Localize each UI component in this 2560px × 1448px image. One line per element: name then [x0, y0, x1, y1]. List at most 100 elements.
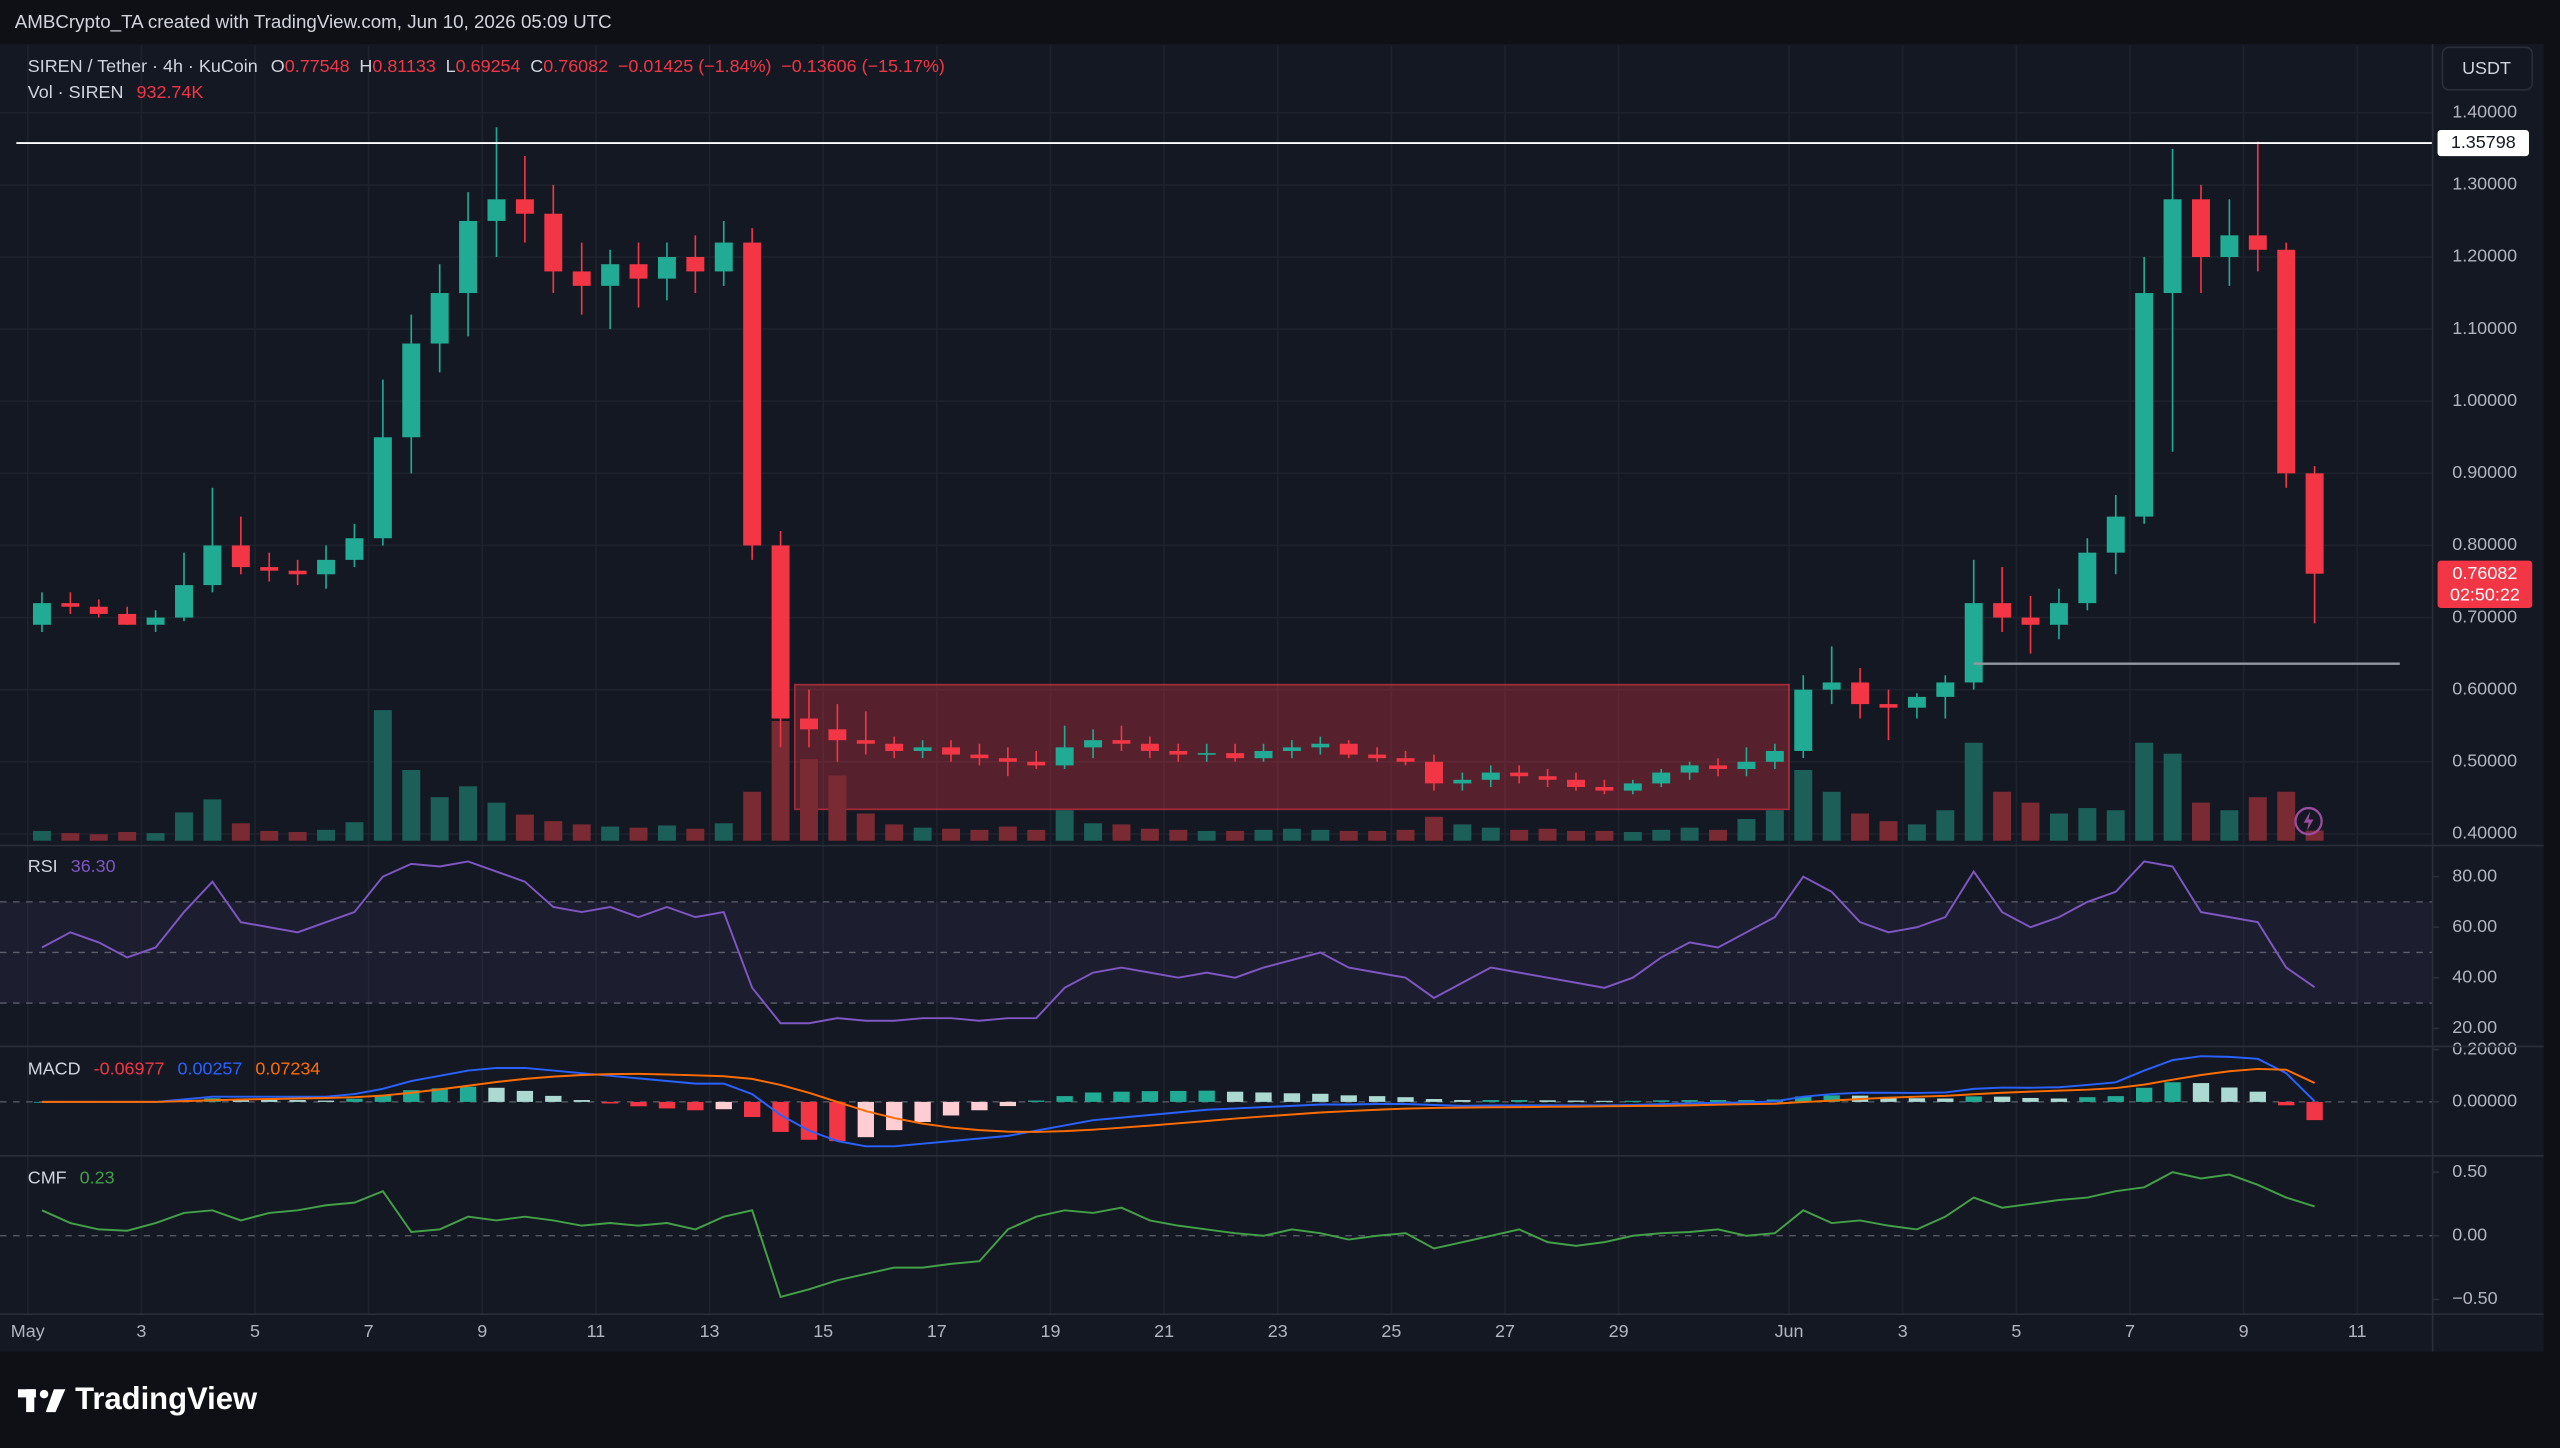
histogram-bar: [1880, 1096, 1897, 1102]
legend-value: 0.81133: [372, 56, 436, 76]
volume-bar: [317, 829, 336, 841]
volume-bar: [402, 769, 421, 841]
histogram-bar: [459, 1086, 477, 1102]
x-tick-label: 5: [250, 1321, 260, 1341]
histogram-bar: [857, 1101, 874, 1138]
candle-body: [1424, 761, 1443, 784]
histogram-bar: [1255, 1092, 1272, 1102]
histogram-bar: [1511, 1100, 1528, 1102]
y-tick-label: 0.50000: [2452, 751, 2517, 771]
candle-body: [2220, 235, 2239, 257]
histogram-bar: [829, 1101, 846, 1142]
volume-bar: [1993, 791, 2012, 841]
histogram-bar: [1170, 1090, 1187, 1102]
histogram-bar: [431, 1088, 448, 1102]
level-label: 1.35798: [2451, 132, 2516, 152]
volume-bar: [601, 826, 620, 841]
histogram-bar: [744, 1101, 761, 1118]
histogram-bar: [1567, 1100, 1585, 1102]
candle-body: [487, 199, 506, 221]
histogram-bar: [999, 1101, 1016, 1107]
candle-body: [1140, 743, 1159, 751]
volume-bar: [175, 812, 193, 841]
currency-button-label[interactable]: USDT: [2462, 58, 2511, 78]
alert-icon-bolt[interactable]: [2303, 811, 2314, 831]
x-tick-label: May: [11, 1321, 45, 1341]
y-tick-label: 0.00000: [2452, 1091, 2517, 1111]
candle-body: [1907, 696, 1926, 708]
signal-value: 0.07234: [255, 1058, 320, 1078]
volume-bar: [118, 832, 137, 841]
candle-body: [459, 220, 478, 294]
y-tick-label: 0.50: [2452, 1161, 2487, 1181]
y-tick-label: 0.70000: [2452, 606, 2517, 626]
volume-bar: [686, 828, 705, 841]
volume-bar: [345, 822, 364, 841]
histogram-bar: [1937, 1098, 1954, 1102]
candle-body: [118, 613, 137, 625]
candle-body: [2248, 235, 2267, 250]
candle-body: [1993, 603, 2012, 618]
y-tick-label: 80.00: [2452, 865, 2497, 885]
volume-bar: [942, 828, 960, 841]
candle-body: [373, 437, 392, 539]
candle-body: [1282, 747, 1301, 751]
histogram-bar: [2306, 1101, 2323, 1121]
alert-icon[interactable]: [2294, 806, 2323, 836]
volume-bar: [1538, 828, 1557, 841]
x-tick-label: 27: [1495, 1321, 1515, 1341]
histogram-bar: [1113, 1091, 1130, 1102]
volume-bar: [2049, 813, 2068, 841]
macd-legend: MACD -0.06977 0.00257 0.07234: [28, 1058, 321, 1078]
volume-bar: [1481, 827, 1500, 841]
volume-bar: [828, 775, 847, 841]
candle-body: [1339, 743, 1358, 755]
logo-part: [26, 1389, 35, 1413]
histogram-bar: [1624, 1100, 1641, 1102]
y-tick-label: 0.80000: [2452, 534, 2517, 554]
candle-body: [1964, 603, 1983, 683]
indicator-line: [41, 860, 2316, 1025]
macd-title: MACD: [28, 1058, 81, 1078]
histogram-bar: [687, 1101, 704, 1111]
price-tag-label: 0.76082: [2452, 563, 2517, 583]
candle-body: [1112, 740, 1131, 744]
histogram-bar: [1482, 1100, 1499, 1102]
candle-body: [317, 559, 336, 575]
currency-button[interactable]: USDT: [2441, 46, 2534, 91]
volume-bar: [2135, 742, 2154, 841]
histogram-bar: [1454, 1100, 1471, 1102]
alert-icon-ring[interactable]: [2294, 806, 2323, 836]
y-tick-label: 0.20000: [2452, 1038, 2517, 1058]
volume-bar: [1907, 824, 1926, 841]
candle-body: [2277, 249, 2296, 474]
cmf-value: 0.23: [80, 1167, 115, 1187]
volume-bar: [1339, 830, 1358, 841]
volume-bar: [203, 799, 222, 841]
volume-legend: Vol · SIREN 932.74K: [28, 82, 204, 102]
histogram-bar: [261, 1099, 278, 1102]
x-tick-label: 25: [1381, 1321, 1401, 1341]
histogram-bar: [1653, 1100, 1670, 1102]
y-tick-label: 40.00: [2452, 966, 2497, 986]
histogram-bar: [2136, 1087, 2153, 1102]
candle-body: [1879, 704, 1898, 708]
macd-value: 0.00257: [178, 1058, 243, 1078]
histogram-bar: [317, 1100, 335, 1102]
candle-body: [146, 617, 165, 625]
candle-body: [1652, 772, 1671, 784]
volume-bar: [1567, 830, 1585, 841]
legend-label: H: [359, 56, 372, 76]
legend-label: C: [530, 56, 543, 76]
histogram-bar: [2022, 1097, 2039, 1102]
histogram-bar: [2278, 1101, 2295, 1106]
volume-bar: [771, 721, 790, 841]
volume-bar: [1936, 810, 1955, 841]
candle-body: [743, 242, 762, 546]
histogram-bar: [715, 1101, 732, 1110]
currency-button-frame[interactable]: [2441, 46, 2534, 91]
change-period: −0.13606 (−15.17%): [781, 56, 945, 76]
x-tick-label: 9: [2239, 1321, 2249, 1341]
volume-bar: [373, 710, 392, 841]
histogram-bar: [2192, 1083, 2210, 1102]
